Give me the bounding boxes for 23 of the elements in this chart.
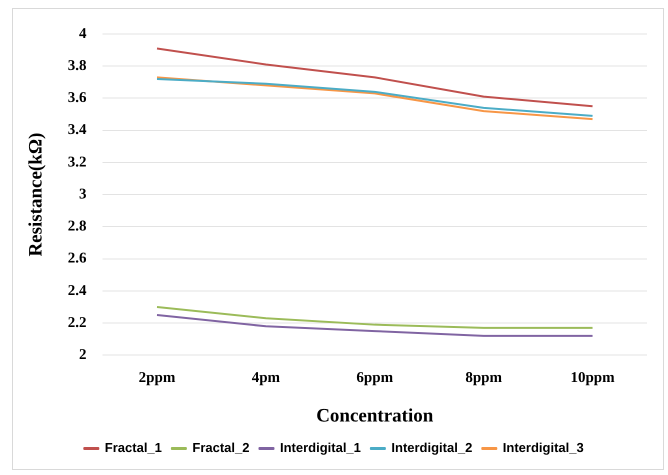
x-tick-label: 8ppm [465,370,503,386]
x-tick-label: 10ppm [570,370,616,386]
y-axis-title: Resistance(kΩ) [25,132,46,257]
y-tick-label: 3.2 [68,154,87,170]
y-tick-label: 2.2 [68,314,87,331]
legend-label: Fractal_2 [192,440,250,456]
legend-label: Interdigital_1 [280,440,361,456]
x-tick-label: 2ppm [138,370,176,386]
y-tick-label: 2.4 [68,282,88,299]
y-tick-label: 2.6 [68,250,88,267]
y-tick-label: 4 [79,26,88,42]
x-axis-title: Concentration [316,406,434,427]
y-tick-label: 2.8 [68,218,87,235]
legend-label: Fractal_1 [104,440,162,456]
y-tick-label: 3.8 [68,58,87,74]
legend-label: Interdigital_2 [391,440,472,456]
x-tick-label: 4pm [252,370,281,386]
y-tick-label: 3 [79,186,87,202]
y-tick-label: 3.6 [68,90,88,106]
x-tick-label: 6ppm [356,370,394,386]
y-tick-label: 2 [79,347,87,364]
y-tick-label: 3.4 [68,122,88,138]
legend-label: Interdigital_3 [502,440,584,456]
